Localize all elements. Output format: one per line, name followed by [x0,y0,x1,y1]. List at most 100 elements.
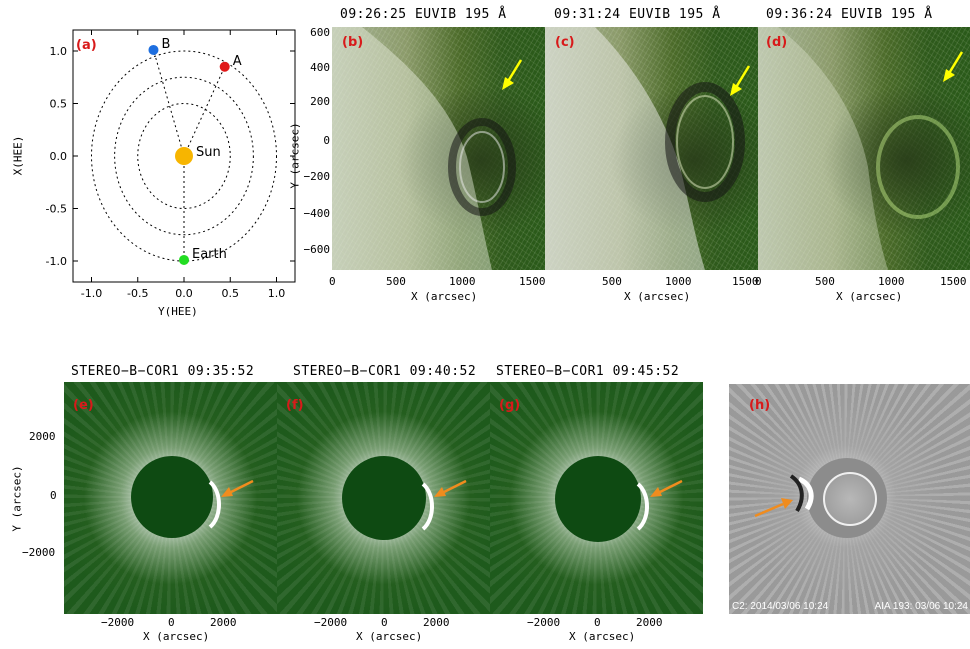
x-tick-label: 0.0 [175,287,193,300]
x-axis-label: Y(HEE) [158,305,198,318]
aia-sun-disk [823,472,877,526]
x-tick-label: -1.0 [81,287,102,300]
panel-letter: (h) [749,398,771,413]
euvi-x-axis-label-c: X (arcsec) [624,290,691,303]
panel-letter: (e) [73,398,94,413]
y-tick-label: 0.0 [50,150,68,163]
occulter-disk [555,456,641,542]
cor1-xtick: −2000 [527,616,561,629]
planet-markers: B A Sun Earth [148,37,242,265]
arrow-icon [943,51,964,82]
caption-aia: AIA 193: 03/06 10:24 [874,601,968,612]
cor1-x-axis-label-g: X (arcsec) [569,630,636,643]
euvi-x-axis-label-b: X (arcsec) [411,290,478,303]
euvi-xtick: 1500 [940,275,967,288]
euvi-ytick: −200 [303,170,331,183]
lasco-c2-image: (h) C2: 2014/03/06 10:24 AIA 193: 03/06 … [729,384,970,614]
cor1-title-f: STEREO−B−COR1 09:40:52 [293,364,477,379]
sightline [152,49,185,157]
arrow-icon [434,479,467,497]
marker-label: Sun [196,145,221,160]
x-tick-label: -0.5 [127,287,148,300]
euvi-xtick: 1000 [878,275,905,288]
euvi-ytick: 200 [310,95,330,108]
cor1-xtick: 0 [168,616,175,629]
panel-letter: (f) [286,398,304,413]
euvi-ytick: 0 [323,134,330,147]
sightline [183,66,226,157]
euvi-ytick: 600 [310,26,330,39]
orbit-ring [114,76,254,236]
y-tick-label: -0.5 [46,203,67,216]
euvi-xtick: 0 [755,275,762,288]
cor1-xticks-e: −2000 0 2000 [64,617,277,631]
cor1-xtick: 0 [381,616,388,629]
cor1-xtick: −2000 [314,616,348,629]
cor1-y-axis-label: Y (arcsec) [10,465,24,532]
marker-b [148,44,159,55]
axis-ticks: -1.0 -0.5 0.0 0.5 1.0 1.0 0.5 0.0 -0.5 -1.0 [46,30,295,300]
marker-label: Earth [192,247,227,262]
euvi-xtick: 500 [815,275,835,288]
arrow-icon [650,479,683,497]
y-tick-label: -1.0 [46,255,67,268]
cor1-ytick: 0 [50,489,57,502]
arrow-icon [730,65,751,96]
cor1-row: Y (arcsec) 2000 0 −2000 STEREO−B−COR1 09… [0,360,720,649]
cor1-xtick: 2000 [423,616,450,629]
euvi-yticks: 600 400 200 0 −200 −400 −600 [300,25,331,275]
y-tick-label: 1.0 [50,45,68,58]
cor1-image-g: (g) [490,382,703,614]
occulter-disk [131,456,213,538]
cor1-xtick: 2000 [636,616,663,629]
marker-label: A [233,54,242,69]
euvi-title-b: 09:26:25 EUVIB 195 Å [340,7,507,22]
panel-letter: (d) [766,35,788,50]
euvi-image-c: (c) [545,27,758,270]
arrow-icon [221,479,254,497]
euvi-xtick: 1500 [519,275,546,288]
y-tick-label: 0.5 [50,98,68,111]
euvi-xtick: 1000 [449,275,476,288]
x-tick-label: 1.0 [268,287,286,300]
panel-letter: (a) [76,38,97,53]
x-tick-label: 0.5 [222,287,240,300]
occulter-disk [342,456,426,540]
cor1-title-e: STEREO−B−COR1 09:35:52 [71,364,255,379]
panel-letter: (g) [499,398,521,413]
euvi-xticks-c: 500 1000 1500 [545,275,759,290]
marker-earth [179,254,189,265]
arrow-icon [754,498,793,518]
cor1-x-axis-label-f: X (arcsec) [356,630,423,643]
caption-c2: C2: 2014/03/06 10:24 [732,601,829,612]
cor1-x-axis-label-e: X (arcsec) [143,630,210,643]
euvi-image-d: (d) [758,27,970,270]
arrow-icon [502,59,523,90]
sightlines [152,49,226,260]
marker-label: B [161,37,170,52]
euvi-ytick: −600 [303,243,331,256]
euvi-xtick: 1500 [732,275,759,288]
cor1-xtick: 2000 [210,616,237,629]
euvi-xtick: 0 [329,275,336,288]
euvi-xticks-b: 0 500 1000 1500 [329,275,546,290]
cor1-xticks-f: −2000 0 2000 [277,617,490,631]
cor1-image-f: (f) [277,382,490,614]
panel-letter: (c) [555,35,575,50]
cor1-ytick: −2000 [22,546,56,559]
euvi-title-d: 09:36:24 EUVIB 195 Å [766,7,933,22]
panel-a: -1.0 -0.5 0.0 0.5 1.0 1.0 0.5 0.0 -0.5 -1.0 B A Sun… [10,20,310,320]
marker-a [219,61,230,72]
euvi-y-axis-label: Y (arcsec) [288,122,302,189]
euvi-x-axis-label-d: X (arcsec) [836,290,903,303]
euvi-ytick: 400 [310,61,330,74]
orbit-ring [137,103,231,209]
cor1-image-e: (e) [64,382,277,614]
cor1-ytick: 2000 [29,430,56,443]
euvi-title-c: 09:31:24 EUVIB 195 Å [554,7,721,22]
cor1-title-g: STEREO−B−COR1 09:45:52 [496,364,680,379]
panel-letter: (b) [342,35,364,50]
euvi-xticks-d: 0 500 1000 1500 [755,275,970,290]
euvi-xtick: 1000 [665,275,692,288]
euvi-xtick: 500 [386,275,406,288]
